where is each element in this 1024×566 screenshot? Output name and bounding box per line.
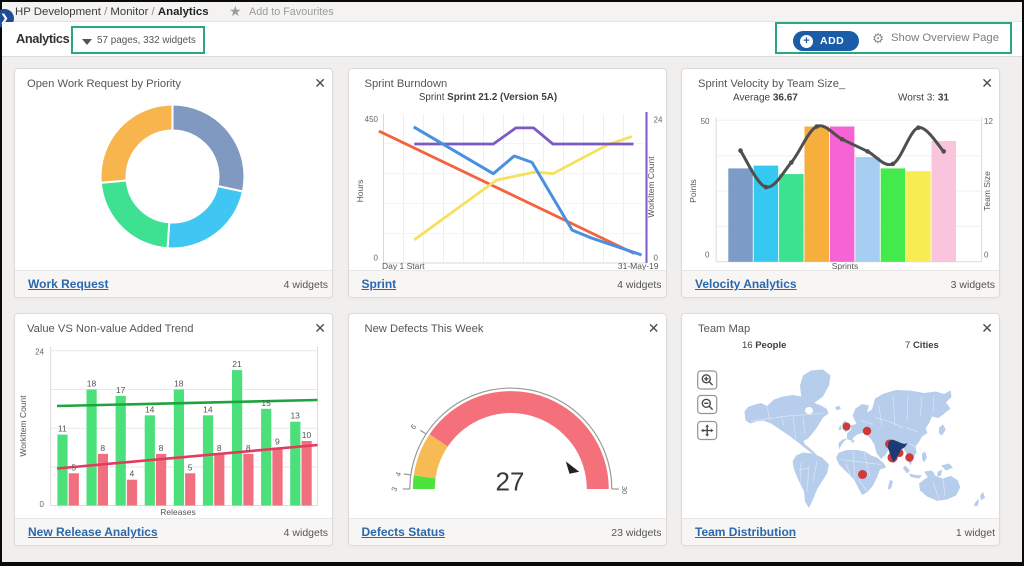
svg-text:0: 0 (653, 254, 658, 263)
svg-text:Day 1 Start: Day 1 Start (382, 261, 425, 271)
svg-text:0: 0 (705, 251, 710, 260)
svg-text:16 People: 16 People (742, 340, 786, 351)
svg-text:24: 24 (653, 116, 662, 125)
svg-text:3: 3 (389, 486, 399, 493)
svg-text:5: 5 (71, 462, 76, 472)
svg-text:WorkItem Count: WorkItem Count (18, 395, 28, 457)
svg-text:18: 18 (87, 379, 97, 389)
svg-text:8: 8 (246, 443, 251, 453)
svg-text:14: 14 (203, 404, 213, 414)
svg-text:0: 0 (373, 254, 378, 263)
svg-text:27: 27 (495, 467, 524, 497)
svg-text:8: 8 (217, 443, 222, 453)
svg-text:24: 24 (35, 348, 44, 357)
svg-text:11: 11 (58, 424, 67, 434)
svg-text:Hours: Hours (355, 180, 365, 203)
svg-text:8: 8 (100, 443, 105, 453)
svg-text:50: 50 (701, 117, 710, 126)
svg-text:Releases: Releases (160, 507, 195, 517)
svg-text:Average 36.67: Average 36.67 (733, 93, 798, 104)
svg-text:13: 13 (290, 411, 300, 421)
svg-text:17: 17 (116, 385, 126, 395)
svg-text:5: 5 (188, 462, 193, 472)
svg-text:14: 14 (145, 404, 155, 414)
svg-text:10: 10 (302, 430, 312, 440)
svg-text:0: 0 (984, 251, 989, 260)
svg-text:Worst 3: 31: Worst 3: 31 (898, 93, 949, 104)
svg-text:31-May-19: 31-May-19 (617, 261, 658, 271)
svg-text:Points: Points (688, 179, 698, 203)
svg-text:6: 6 (408, 422, 418, 431)
svg-text:30: 30 (620, 486, 629, 494)
svg-text:12: 12 (984, 117, 993, 126)
svg-text:4: 4 (393, 471, 403, 478)
svg-text:18: 18 (174, 379, 184, 389)
svg-text:450: 450 (364, 115, 378, 124)
svg-text:Team Size: Team Size (982, 171, 992, 211)
svg-text:4: 4 (130, 469, 135, 479)
svg-text:21: 21 (232, 359, 242, 369)
svg-text:Sprint Sprint 21.2 (Version 5A: Sprint Sprint 21.2 (Version 5A) (418, 92, 556, 103)
svg-text:9: 9 (275, 437, 280, 447)
svg-text:7 Cities: 7 Cities (905, 340, 939, 351)
svg-text:8: 8 (159, 443, 164, 453)
svg-text:Sprints: Sprints (832, 261, 858, 271)
svg-text:15: 15 (261, 398, 271, 408)
svg-text:WorkItem Count: WorkItem Count (646, 156, 656, 218)
svg-text:0: 0 (40, 500, 45, 509)
